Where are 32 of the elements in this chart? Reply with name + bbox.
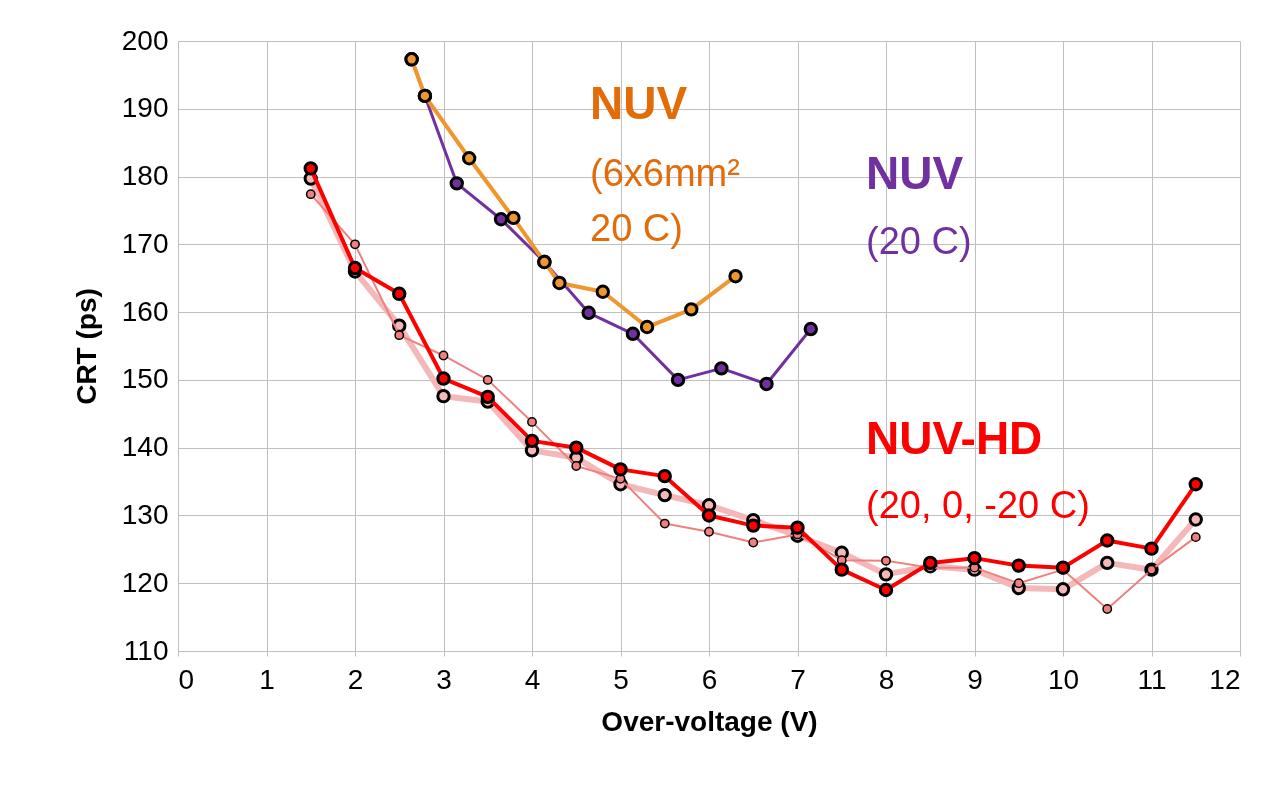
y-tick-label: 170 (121, 227, 169, 259)
annotation: (20 C) (866, 220, 972, 262)
annotation: (6x6mm² (590, 152, 740, 194)
annotation: (20, 0, -20 C) (866, 484, 1090, 526)
y-tick-label: 120 (121, 566, 169, 598)
x-tick-label: 12 (1209, 663, 1241, 695)
x-tick-label: 11 (1137, 663, 1167, 695)
y-tick-label: 160 (121, 295, 169, 327)
y-tick-label: 110 (123, 634, 169, 666)
x-tick-label: 0 (178, 663, 195, 695)
x-tick-label: 6 (701, 663, 718, 695)
y-tick-label: 180 (121, 160, 169, 192)
x-axis-title: Over-voltage (V) (601, 705, 818, 737)
x-tick-label: 9 (967, 663, 983, 695)
y-tick-label: 150 (121, 363, 169, 395)
y-tick-label: 140 (121, 431, 169, 463)
annotation: NUV (590, 77, 688, 129)
x-tick-label: 4 (524, 663, 541, 695)
x-tick-label: 7 (790, 663, 806, 695)
x-tick-label: 10 (1047, 663, 1080, 695)
y-axis-title: CRT (ps) (70, 288, 102, 405)
x-tick-label: 2 (347, 663, 364, 695)
x-tick-label: 5 (613, 663, 629, 695)
x-tick-label: 1 (259, 663, 275, 695)
annotation: NUV-HD (866, 412, 1043, 464)
annotation: NUV (866, 147, 964, 199)
x-tick-label: 3 (436, 663, 452, 695)
y-tick-label: 190 (121, 92, 169, 124)
x-tick-label: 8 (878, 663, 895, 695)
annotation: 20 C) (590, 207, 683, 249)
y-tick-label: 200 (121, 24, 169, 56)
y-tick-label: 130 (121, 498, 169, 530)
